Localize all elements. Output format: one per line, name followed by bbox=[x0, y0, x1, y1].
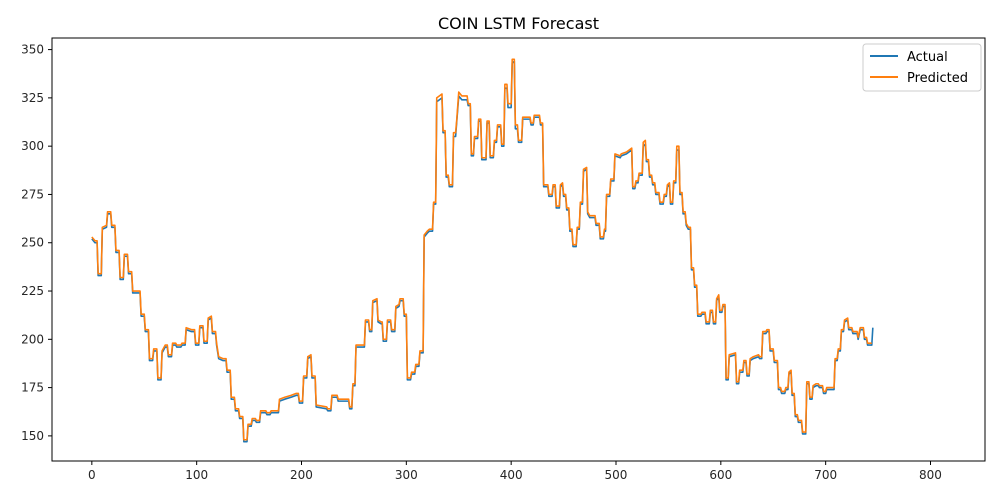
plot-frame bbox=[51, 37, 986, 462]
y-tick-label: 250 bbox=[21, 236, 44, 250]
x-tick-label: 700 bbox=[814, 468, 837, 482]
y-tick-label: 325 bbox=[21, 91, 44, 105]
x-tick-label: 800 bbox=[919, 468, 942, 482]
x-tick-label: 500 bbox=[605, 468, 628, 482]
chart-title: COIN LSTM Forecast bbox=[438, 14, 599, 33]
x-axis: 0 100 200 300 400 500 600 700 800 bbox=[88, 461, 942, 482]
legend: Actual Predicted bbox=[862, 43, 982, 92]
x-tick-label: 0 bbox=[88, 468, 96, 482]
x-tick-label: 600 bbox=[709, 468, 732, 482]
y-tick-label: 150 bbox=[21, 429, 44, 443]
y-tick-label: 175 bbox=[21, 381, 44, 395]
plot-area: 0 100 200 300 400 500 600 700 800 150 175 200 225 25… bbox=[21, 37, 986, 482]
x-tick-label: 300 bbox=[395, 468, 418, 482]
y-tick-label: 300 bbox=[21, 139, 44, 153]
y-tick-label: 275 bbox=[21, 187, 44, 201]
y-tick-label: 225 bbox=[21, 284, 44, 298]
legend-label-actual: Actual bbox=[907, 50, 948, 65]
x-tick-label: 100 bbox=[185, 468, 208, 482]
x-tick-label: 400 bbox=[500, 468, 523, 482]
y-tick-label: 200 bbox=[21, 332, 44, 346]
y-axis: 150 175 200 225 250 275 300 325 350 bbox=[21, 43, 52, 443]
series-layer bbox=[91, 58, 874, 443]
legend-label-predicted: Predicted bbox=[907, 71, 968, 86]
y-tick-label: 350 bbox=[21, 43, 44, 57]
x-tick-label: 200 bbox=[290, 468, 313, 482]
series-line-predicted bbox=[91, 58, 872, 441]
